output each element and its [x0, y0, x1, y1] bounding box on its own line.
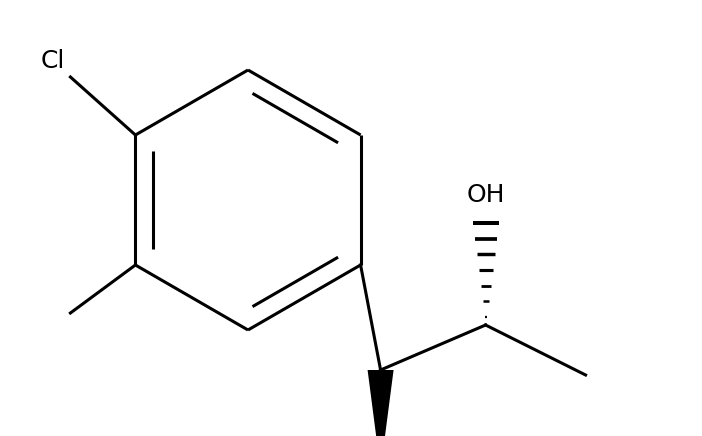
- Text: Cl: Cl: [41, 49, 65, 73]
- Polygon shape: [368, 370, 394, 436]
- Text: OH: OH: [466, 183, 505, 207]
